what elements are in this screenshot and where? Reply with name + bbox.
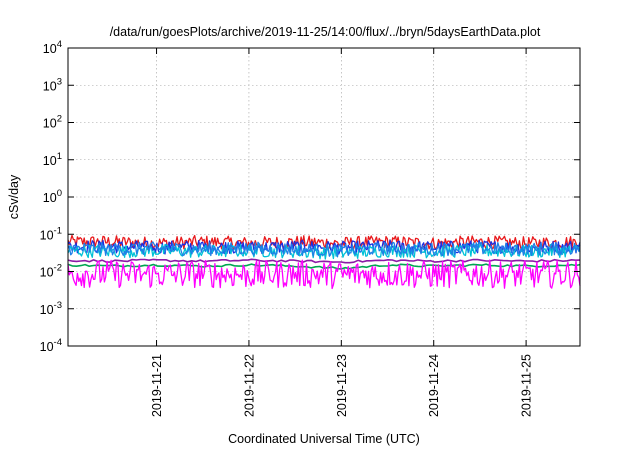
grid-layer — [68, 48, 580, 346]
x-tick-label: 2019-11-24 — [427, 354, 441, 417]
x-tick-label: 2019-11-22 — [242, 354, 256, 417]
series-layer — [67, 234, 581, 290]
series-line-7 — [67, 259, 581, 290]
series-line-5 — [67, 243, 581, 260]
x-axis-label: Coordinated Universal Time (UTC) — [228, 432, 420, 446]
x-tick-label: 2019-11-25 — [520, 354, 534, 417]
y-axis-label: cSv/day — [7, 174, 21, 219]
x-tick-label: 2019-11-23 — [335, 354, 349, 417]
series-line-6 — [67, 241, 581, 258]
series-line-4 — [67, 258, 581, 264]
x-tick-label: 2019-11-21 — [150, 354, 164, 417]
chart-title: /data/run/goesPlots/archive/2019-11-25/1… — [110, 25, 541, 39]
plot-frame — [67, 47, 581, 347]
